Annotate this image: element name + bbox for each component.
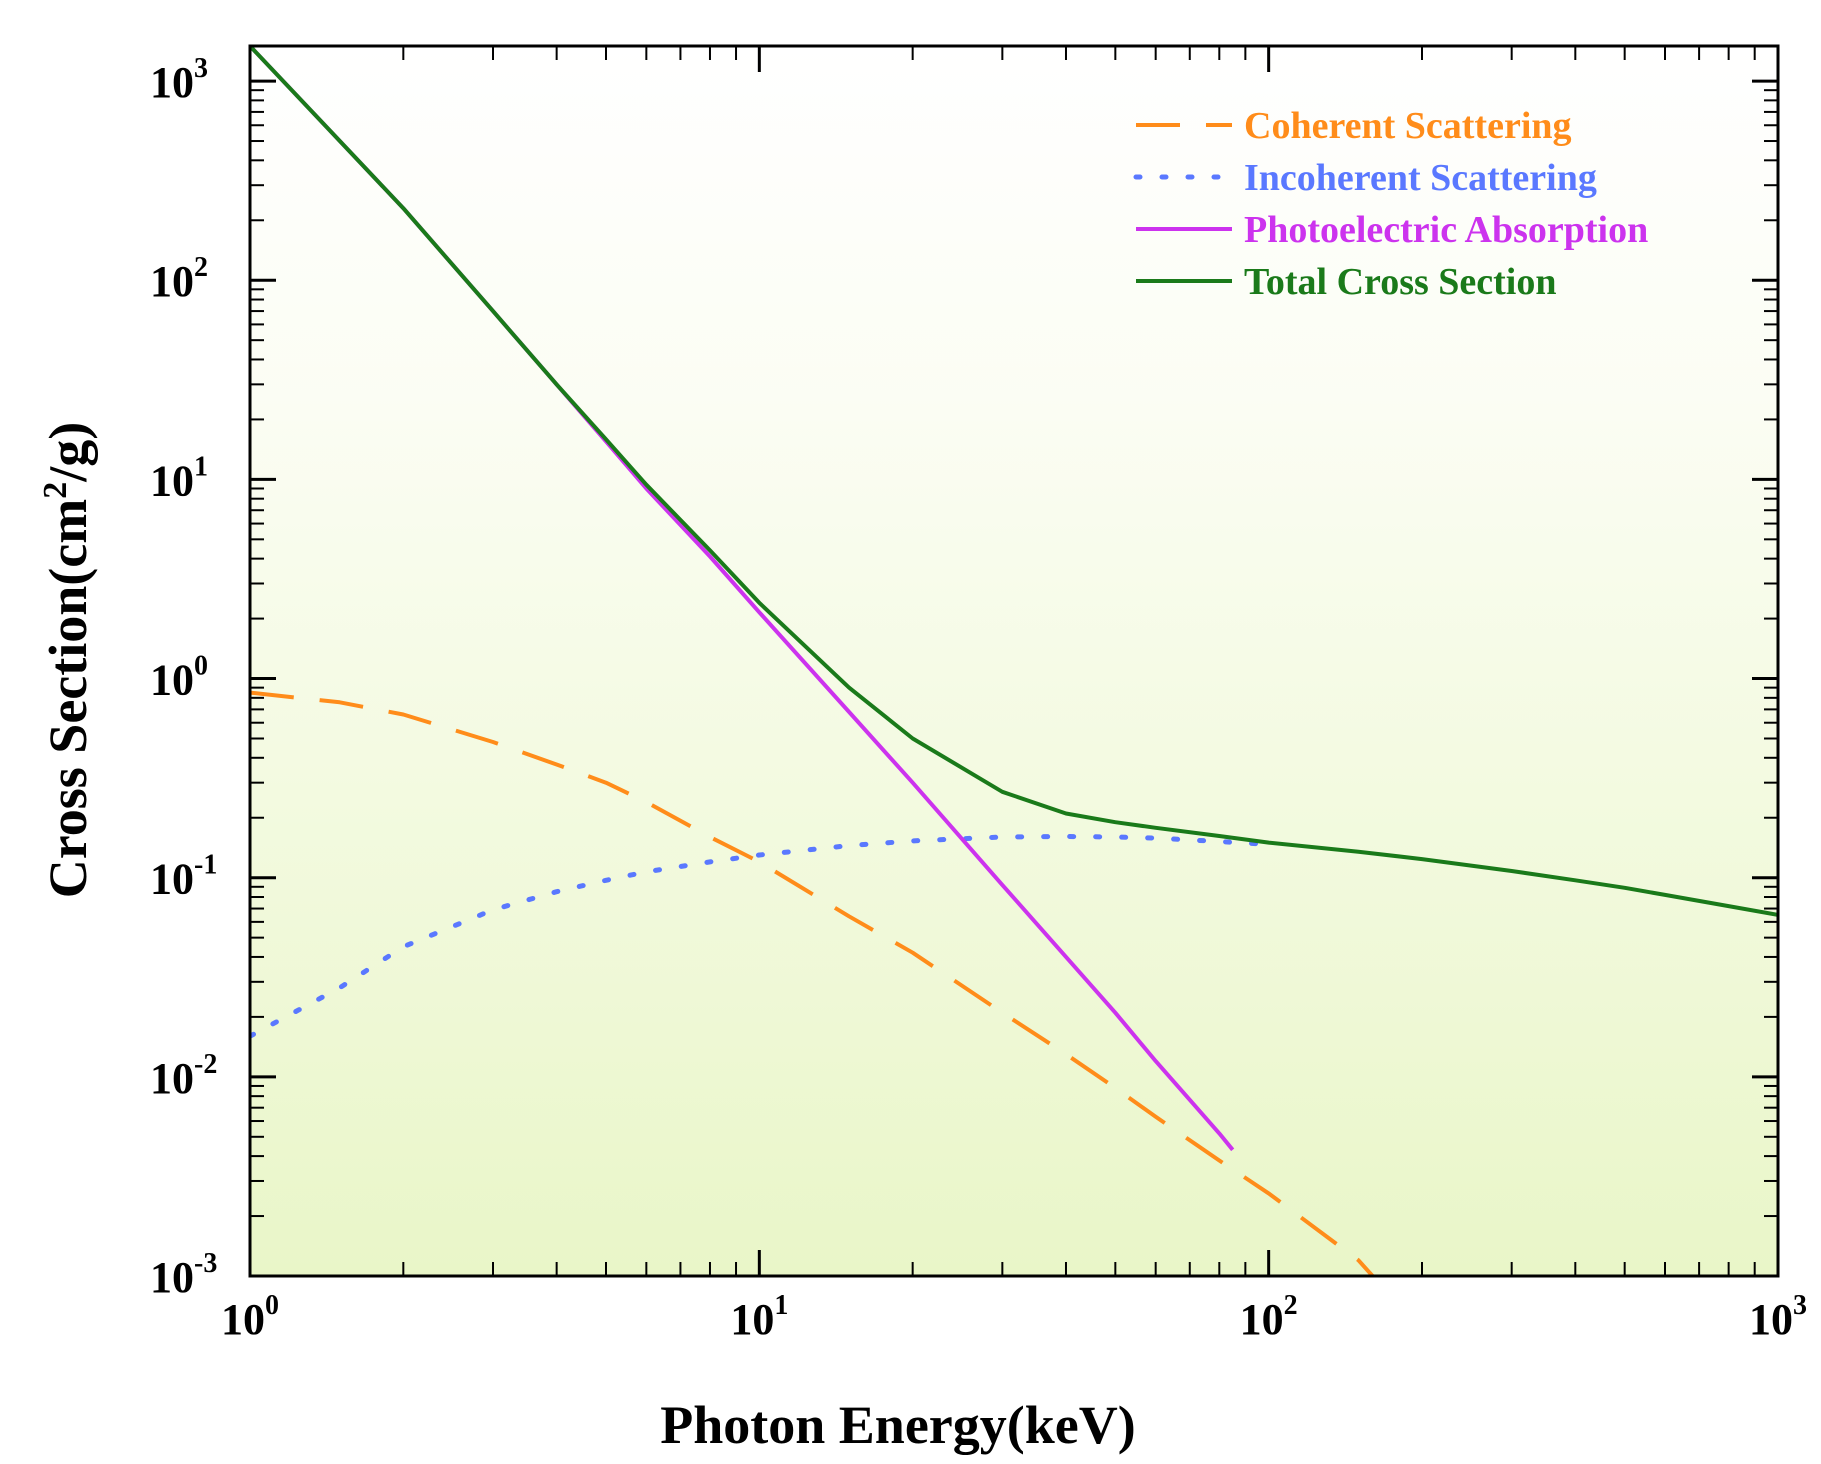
legend-label: Coherent Scattering	[1244, 105, 1572, 147]
series-layer	[250, 46, 1778, 1276]
legend-label: Incoherent Scattering	[1244, 157, 1597, 199]
x-tick-labels: 100 101 102 103	[221, 1290, 1807, 1344]
y-tick-label: 103	[150, 53, 208, 107]
legend-label: Photoelectric Absorption	[1244, 209, 1648, 251]
plot-background	[250, 46, 1778, 1276]
y-tick-label: 10-3	[150, 1248, 217, 1302]
legend: Coherent Scattering Incoherent Scattering…	[1133, 105, 1648, 303]
x-tick-label: 102	[1240, 1290, 1298, 1344]
y-tick-label: 101	[150, 451, 208, 505]
y-axis-title: Cross Section(cm2/g)	[37, 422, 98, 898]
series-line-coherent-scattering	[250, 690, 1375, 1276]
x-axis-title: Photon Energy(keV)	[660, 1395, 1135, 1455]
x-tick-label: 101	[730, 1290, 788, 1344]
y-tick-labels: 10-3 10-2 10-1 100 101 102 103	[150, 53, 217, 1302]
plot-frame	[248, 44, 1780, 1278]
y-tick-label: 10-2	[150, 1049, 217, 1103]
x-tick-label: 100	[221, 1290, 279, 1344]
major-ticks	[248, 46, 1780, 1278]
y-tick-label: 100	[150, 651, 208, 705]
series-line-incoherent-scattering	[250, 834, 1272, 1039]
y-tick-label: 102	[150, 252, 208, 306]
y-tick-label: 10-1	[150, 850, 217, 904]
x-tick-label: 103	[1749, 1290, 1807, 1344]
legend-label: Total Cross Section	[1244, 261, 1556, 303]
minor-ticks	[250, 46, 1778, 1276]
series-line-total-cross-section	[250, 46, 1778, 917]
